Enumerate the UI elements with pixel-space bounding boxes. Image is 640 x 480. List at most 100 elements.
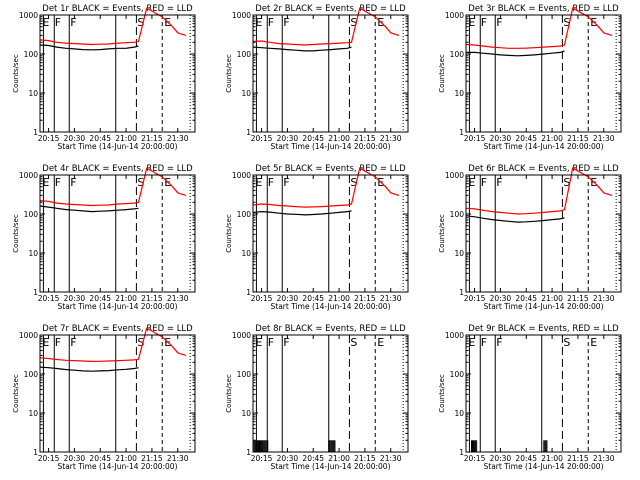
chart-title: Det 8r BLACK = Events, RED = LLD xyxy=(255,324,406,334)
x-tick-label: 20:30 xyxy=(490,134,512,143)
plot-frame xyxy=(39,174,196,293)
annotation-label: S xyxy=(137,176,144,189)
y-tick-label: 1 xyxy=(33,448,38,457)
x-tick-label: 21:30 xyxy=(167,454,189,463)
plot-frame xyxy=(39,334,196,453)
x-tick-label: 20:45 xyxy=(515,294,537,303)
y-tick-label: 1 xyxy=(246,448,251,457)
x-tick-label: 21:15 xyxy=(141,134,163,143)
annotation-label: E xyxy=(468,176,475,189)
y-axis-label: Counts/sec xyxy=(225,54,233,93)
events-series-line xyxy=(40,44,139,51)
annotation-label: E xyxy=(42,16,49,29)
annotation-label: E xyxy=(377,336,384,349)
x-tick-label: 21:15 xyxy=(567,454,589,463)
lld-series-line xyxy=(466,167,613,215)
chart-title: Det 2r BLACK = Events, RED = LLD xyxy=(255,4,406,14)
annotation-label: S xyxy=(350,336,357,349)
y-tick-label: 10 xyxy=(241,89,251,98)
annotation-label: F xyxy=(55,176,61,189)
y-tick-label: 1000 xyxy=(19,331,38,340)
x-axis-label: Start Time (14-Jun-14 20:00:00) xyxy=(58,302,178,311)
x-tick-label: 20:45 xyxy=(89,134,111,143)
plot-frame xyxy=(465,174,622,293)
annotation-label: F xyxy=(481,16,487,29)
y-axis-label: Counts/sec xyxy=(438,54,446,93)
lld-series-line xyxy=(466,7,613,49)
annotation-label: E xyxy=(42,176,49,189)
y-tick-label: 1 xyxy=(246,288,251,297)
y-axis-label: Counts/sec xyxy=(225,374,233,413)
lld-series-line xyxy=(253,167,400,208)
lld-series-line xyxy=(253,7,400,46)
annotation-label: E xyxy=(42,336,49,349)
y-tick-label: 1000 xyxy=(19,171,38,180)
y-tick-label: 1 xyxy=(459,288,464,297)
x-tick-label: 20:15 xyxy=(464,134,486,143)
chart-title: Det 4r BLACK = Events, RED = LLD xyxy=(42,164,193,174)
annotation-label: F xyxy=(70,336,76,349)
annotation-label: E xyxy=(255,16,262,29)
x-tick-label: 21:00 xyxy=(541,454,563,463)
plot-frame xyxy=(252,14,409,133)
events-series-line xyxy=(40,366,139,372)
y-tick-label: 1000 xyxy=(232,11,251,20)
x-tick-label: 21:30 xyxy=(380,454,402,463)
events-series-line xyxy=(253,210,352,216)
annotation-label: E xyxy=(468,16,475,29)
lld-series-line xyxy=(40,167,187,207)
y-axis-label: Counts/sec xyxy=(12,54,20,93)
x-tick-label: 21:00 xyxy=(328,134,350,143)
x-tick-label: 21:30 xyxy=(593,134,615,143)
annotation-label: F xyxy=(283,16,289,29)
x-tick-label: 21:15 xyxy=(354,454,376,463)
y-tick-label: 100 xyxy=(450,210,465,219)
x-tick-label: 20:45 xyxy=(302,134,324,143)
x-tick-label: 21:00 xyxy=(115,454,137,463)
annotation-label: F xyxy=(55,336,61,349)
plot-frame xyxy=(465,14,622,133)
y-axis-label: Counts/sec xyxy=(12,374,20,413)
y-tick-label: 100 xyxy=(237,50,252,59)
annotation-label: F xyxy=(481,176,487,189)
x-tick-label: 21:30 xyxy=(380,134,402,143)
x-tick-label: 21:00 xyxy=(328,454,350,463)
y-tick-label: 1 xyxy=(459,128,464,137)
annotation-label: F xyxy=(283,336,289,349)
annotation-label: E xyxy=(255,336,262,349)
annotation-label: E xyxy=(255,176,262,189)
y-tick-label: 10 xyxy=(454,409,464,418)
x-tick-label: 20:15 xyxy=(38,134,60,143)
y-tick-label: 1000 xyxy=(232,171,251,180)
y-tick-label: 1000 xyxy=(445,171,464,180)
x-tick-label: 21:15 xyxy=(141,294,163,303)
y-tick-label: 1 xyxy=(246,128,251,137)
plot-frame xyxy=(39,14,196,133)
y-tick-label: 10 xyxy=(454,89,464,98)
annotation-label: S xyxy=(350,16,357,29)
events-series-line xyxy=(466,50,565,57)
x-tick-label: 20:30 xyxy=(490,294,512,303)
annotation-label: S xyxy=(137,336,144,349)
x-tick-label: 20:30 xyxy=(277,454,299,463)
y-axis-label: Counts/sec xyxy=(438,214,446,253)
x-tick-label: 20:15 xyxy=(251,134,273,143)
y-axis-label: Counts/sec xyxy=(225,214,233,253)
annotation-label: F xyxy=(496,336,502,349)
annotation-label: S xyxy=(563,336,570,349)
x-tick-label: 20:30 xyxy=(64,454,86,463)
y-tick-label: 100 xyxy=(24,370,39,379)
annotation-label: F xyxy=(70,16,76,29)
lld-series-line xyxy=(40,327,187,363)
annotation-label: S xyxy=(563,16,570,29)
y-tick-label: 1 xyxy=(459,448,464,457)
y-tick-label: 1000 xyxy=(19,11,38,20)
annotation-label: F xyxy=(283,176,289,189)
x-tick-label: 21:30 xyxy=(593,294,615,303)
plot-frame xyxy=(465,334,622,453)
annotation-label: S xyxy=(350,176,357,189)
